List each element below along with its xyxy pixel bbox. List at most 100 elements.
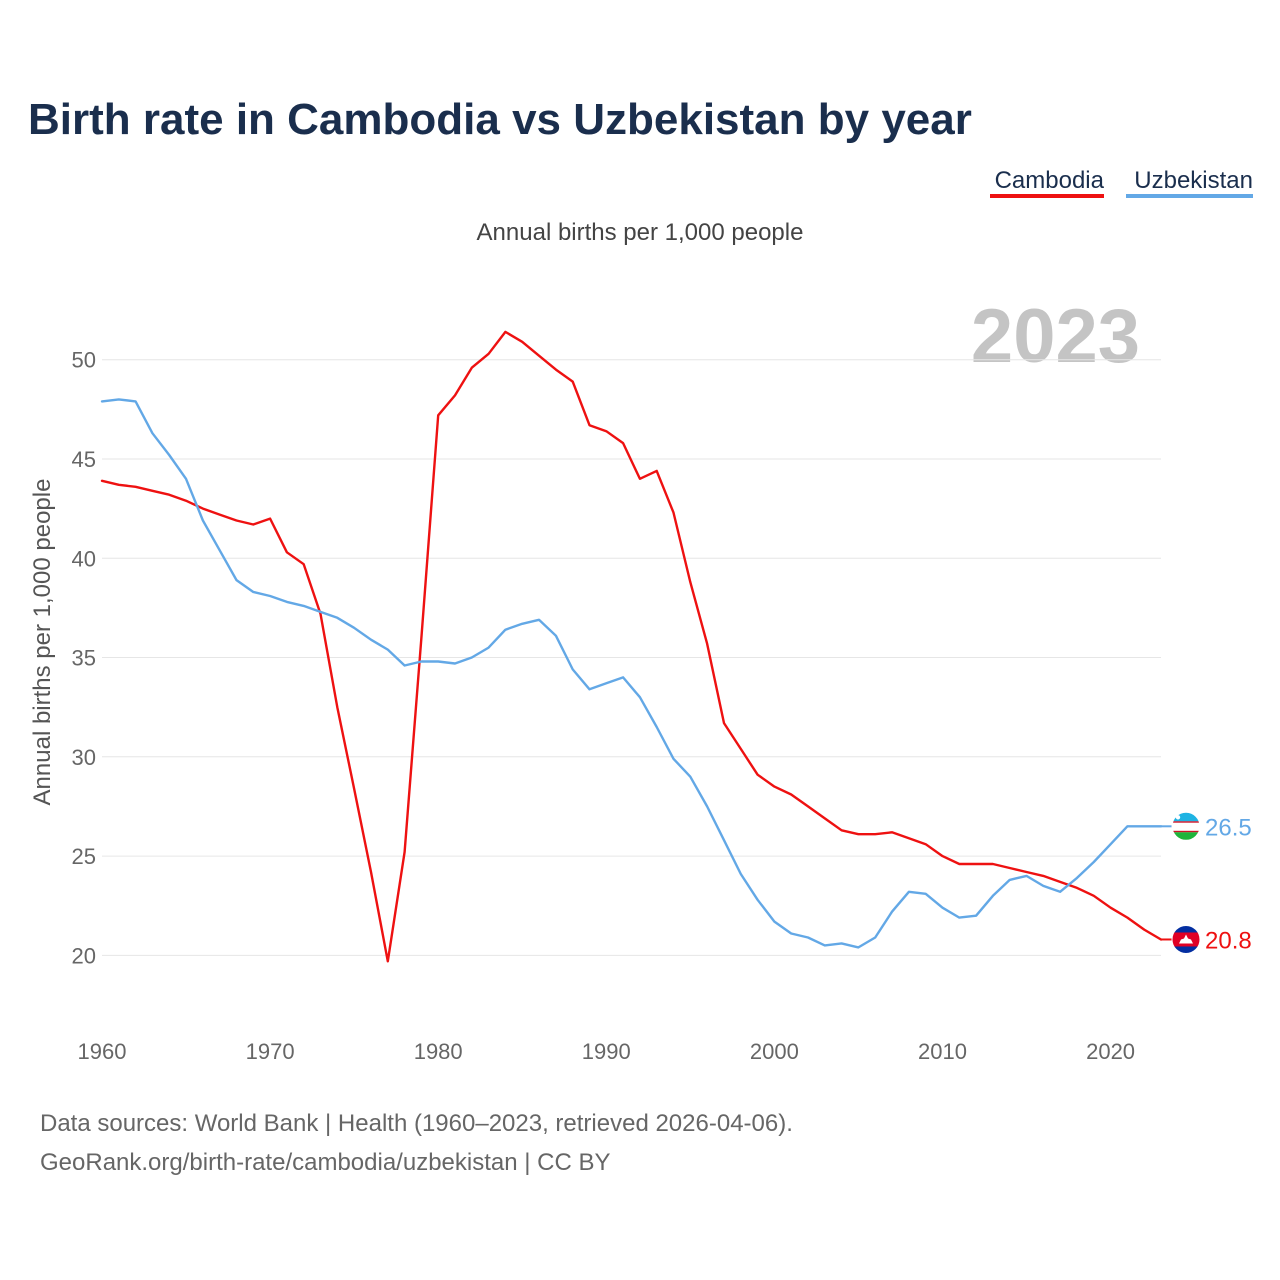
data-point-uzbekistan[interactable] xyxy=(738,871,744,877)
data-point-uzbekistan[interactable] xyxy=(687,774,693,780)
legend-item-cambodia[interactable]: Cambodia xyxy=(995,167,1105,194)
data-point-uzbekistan[interactable] xyxy=(469,655,475,661)
data-point-cambodia[interactable] xyxy=(704,641,710,647)
data-point-uzbekistan[interactable] xyxy=(1074,875,1080,881)
data-point-cambodia[interactable] xyxy=(1141,927,1147,933)
data-point-cambodia[interactable] xyxy=(956,861,962,867)
data-point-uzbekistan[interactable] xyxy=(402,663,408,669)
data-point-cambodia[interactable] xyxy=(1040,873,1046,879)
data-point-cambodia[interactable] xyxy=(334,704,340,710)
data-point-cambodia[interactable] xyxy=(755,772,761,778)
data-point-uzbekistan[interactable] xyxy=(923,891,929,897)
data-point-uzbekistan[interactable] xyxy=(990,893,996,899)
data-point-uzbekistan[interactable] xyxy=(536,617,542,623)
data-point-cambodia[interactable] xyxy=(940,853,946,859)
data-point-cambodia[interactable] xyxy=(620,440,626,446)
data-point-cambodia[interactable] xyxy=(469,365,475,371)
data-point-cambodia[interactable] xyxy=(906,835,912,841)
data-point-uzbekistan[interactable] xyxy=(351,625,357,631)
data-point-uzbekistan[interactable] xyxy=(334,615,340,621)
data-point-cambodia[interactable] xyxy=(788,792,794,798)
data-point-uzbekistan[interactable] xyxy=(1057,889,1063,895)
data-point-uzbekistan[interactable] xyxy=(267,593,273,599)
data-point-uzbekistan[interactable] xyxy=(284,599,290,605)
data-point-uzbekistan[interactable] xyxy=(452,661,458,667)
legend[interactable]: Cambodia Uzbekistan xyxy=(990,167,1253,198)
data-point-uzbekistan[interactable] xyxy=(654,724,660,730)
data-point-uzbekistan[interactable] xyxy=(149,430,155,436)
data-point-uzbekistan[interactable] xyxy=(502,627,508,633)
data-point-cambodia[interactable] xyxy=(284,549,290,555)
data-point-cambodia[interactable] xyxy=(116,482,122,488)
data-point-cambodia[interactable] xyxy=(435,412,441,418)
data-point-uzbekistan[interactable] xyxy=(570,666,576,672)
data-point-cambodia[interactable] xyxy=(418,635,424,641)
data-point-cambodia[interactable] xyxy=(637,476,643,482)
data-point-cambodia[interactable] xyxy=(502,329,508,335)
data-point-uzbekistan[interactable] xyxy=(1007,877,1013,883)
data-point-cambodia[interactable] xyxy=(519,339,525,345)
data-point-cambodia[interactable] xyxy=(1057,879,1063,885)
data-point-cambodia[interactable] xyxy=(149,488,155,494)
data-point-uzbekistan[interactable] xyxy=(250,589,256,595)
data-point-uzbekistan[interactable] xyxy=(368,637,374,643)
data-point-cambodia[interactable] xyxy=(99,478,105,484)
data-point-cambodia[interactable] xyxy=(133,484,139,490)
data-point-uzbekistan[interactable] xyxy=(553,633,559,639)
data-point-cambodia[interactable] xyxy=(771,784,777,790)
data-point-uzbekistan[interactable] xyxy=(200,518,206,524)
data-point-uzbekistan[interactable] xyxy=(1024,873,1030,879)
data-point-uzbekistan[interactable] xyxy=(166,452,172,458)
data-point-cambodia[interactable] xyxy=(368,869,374,875)
data-point-uzbekistan[interactable] xyxy=(822,942,828,948)
series-line-cambodia[interactable] xyxy=(100,330,1163,963)
data-point-uzbekistan[interactable] xyxy=(519,621,525,627)
data-point-uzbekistan[interactable] xyxy=(1141,823,1147,829)
data-point-cambodia[interactable] xyxy=(671,510,677,516)
data-point-cambodia[interactable] xyxy=(1091,893,1097,899)
data-point-uzbekistan[interactable] xyxy=(839,940,845,946)
data-point-uzbekistan[interactable] xyxy=(620,674,626,680)
data-point-cambodia[interactable] xyxy=(217,512,223,518)
data-point-uzbekistan[interactable] xyxy=(721,837,727,843)
data-point-uzbekistan[interactable] xyxy=(805,935,811,941)
data-point-cambodia[interactable] xyxy=(200,506,206,512)
data-point-cambodia[interactable] xyxy=(183,498,189,504)
data-point-cambodia[interactable] xyxy=(402,849,408,855)
data-point-uzbekistan[interactable] xyxy=(435,659,441,665)
data-point-cambodia[interactable] xyxy=(1108,905,1114,911)
data-point-uzbekistan[interactable] xyxy=(1040,883,1046,889)
data-point-uzbekistan[interactable] xyxy=(956,915,962,921)
data-point-cambodia[interactable] xyxy=(839,827,845,833)
data-point-uzbekistan[interactable] xyxy=(587,686,593,692)
data-point-uzbekistan[interactable] xyxy=(116,396,122,402)
data-point-cambodia[interactable] xyxy=(1074,885,1080,891)
data-point-uzbekistan[interactable] xyxy=(1108,841,1114,847)
data-point-uzbekistan[interactable] xyxy=(704,803,710,809)
data-point-cambodia[interactable] xyxy=(973,861,979,867)
data-point-cambodia[interactable] xyxy=(536,353,542,359)
data-point-cambodia[interactable] xyxy=(990,861,996,867)
data-point-uzbekistan[interactable] xyxy=(217,547,223,553)
data-point-uzbekistan[interactable] xyxy=(603,680,609,686)
data-point-uzbekistan[interactable] xyxy=(671,756,677,762)
data-point-cambodia[interactable] xyxy=(654,468,660,474)
data-point-uzbekistan[interactable] xyxy=(973,913,979,919)
data-point-cambodia[interactable] xyxy=(234,518,240,524)
data-point-uzbekistan[interactable] xyxy=(771,919,777,925)
data-point-cambodia[interactable] xyxy=(872,831,878,837)
data-point-cambodia[interactable] xyxy=(301,561,307,567)
data-point-cambodia[interactable] xyxy=(553,367,559,373)
data-point-cambodia[interactable] xyxy=(452,392,458,398)
data-point-cambodia[interactable] xyxy=(587,422,593,428)
data-point-uzbekistan[interactable] xyxy=(486,645,492,651)
data-point-cambodia[interactable] xyxy=(822,815,828,821)
data-point-uzbekistan[interactable] xyxy=(1124,823,1130,829)
data-point-uzbekistan[interactable] xyxy=(940,905,946,911)
data-point-uzbekistan[interactable] xyxy=(889,909,895,915)
data-point-cambodia[interactable] xyxy=(738,746,744,752)
data-point-uzbekistan[interactable] xyxy=(133,398,139,404)
data-point-uzbekistan[interactable] xyxy=(301,603,307,609)
data-point-cambodia[interactable] xyxy=(1124,915,1130,921)
data-point-uzbekistan[interactable] xyxy=(755,897,761,903)
